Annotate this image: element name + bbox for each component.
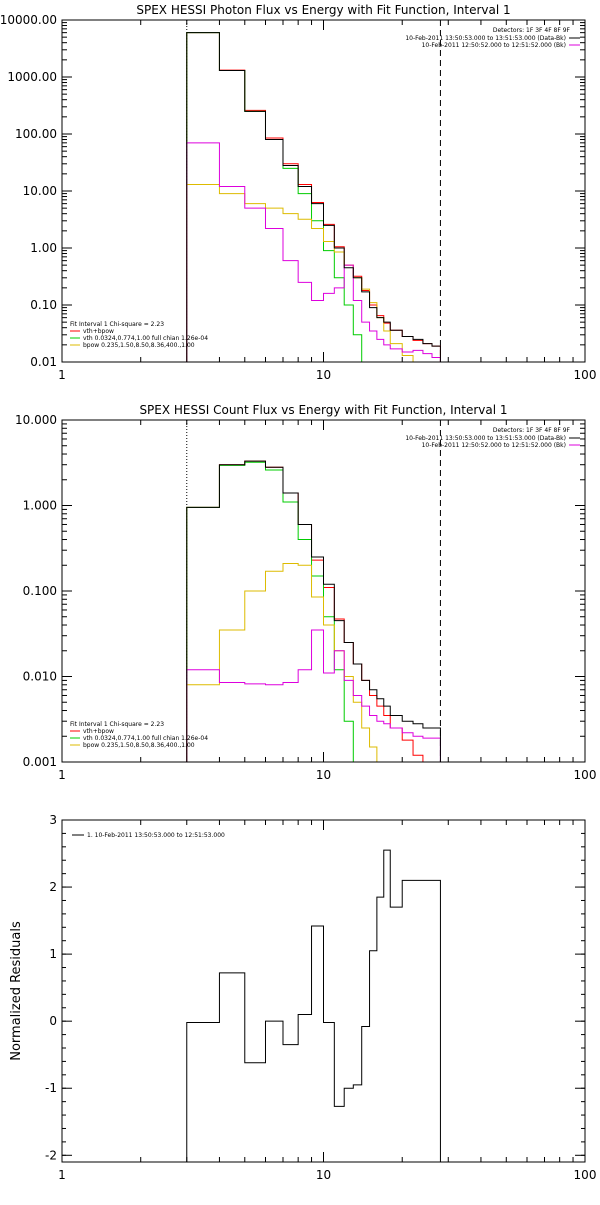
- chart-panel-1: SPEX HESSI Photon Flux vs Energy with Fi…: [0, 3, 597, 382]
- series-data: [186, 460, 441, 762]
- y-tick-label: 0.010: [23, 670, 57, 684]
- legend-left-entry: vth+bpow: [83, 728, 114, 735]
- y-tick-label: 2: [49, 880, 57, 894]
- legend-left-entry: bpow 0.235,1.50,8.50,8.36,400.,1.00: [83, 342, 195, 349]
- y-tick-label: -2: [45, 1148, 57, 1162]
- legend-left-entry: vth 0.0324,0.774,1.00 full chian 1.26e-0…: [83, 735, 208, 742]
- legend-left-header: Fit Interval 1 Chi-square = 2.23: [70, 321, 164, 328]
- y-tick-label: 3: [49, 813, 57, 827]
- x-tick-label: 10: [316, 768, 331, 782]
- series-bpow: [186, 184, 414, 362]
- plot-frame: [61, 419, 586, 763]
- y-axis-label: Normalized Residuals: [9, 921, 24, 1061]
- y-tick-label: 100.00: [15, 127, 57, 141]
- series-residuals: [186, 849, 441, 1162]
- y-tick-label: 1.000: [23, 499, 57, 513]
- y-tick-label: 0.001: [23, 755, 57, 769]
- legend-detectors: Detectors: 1F 3F 4F 8F 9F: [493, 27, 571, 34]
- y-tick-label: 10.00: [23, 184, 57, 198]
- x-tick-label: 1: [58, 1168, 66, 1182]
- x-tick-label: 10: [316, 368, 331, 382]
- y-tick-label: 1000.00: [7, 70, 57, 84]
- series-total: [186, 32, 441, 362]
- chart-title: SPEX HESSI Count Flux vs Energy with Fit…: [139, 403, 507, 417]
- legend-left-entry: bpow 0.235,1.50,8.50,8.36,400.,1.00: [83, 742, 195, 749]
- x-tick-label: 100: [574, 368, 597, 382]
- legend-left-entry: 1. 10-Feb-2011 13:50:53.000 to 12:51:53.…: [87, 832, 225, 839]
- x-tick-label: 100: [574, 1168, 597, 1182]
- y-tick-label: 0.01: [30, 355, 57, 369]
- legend-left-entry: vth 0.0324,0.774,1.00 full chian 1.26e-0…: [83, 335, 208, 342]
- legend-detectors: Detectors: 1F 3F 4F 8F 9F: [493, 427, 571, 434]
- plot-frame: [61, 819, 586, 1163]
- y-tick-label: 1.00: [30, 241, 57, 255]
- y-tick-label: 10.000: [15, 413, 57, 427]
- series-vth: [186, 461, 354, 762]
- chart-panel-2: SPEX HESSI Count Flux vs Energy with Fit…: [15, 403, 597, 782]
- series-data: [186, 32, 441, 362]
- y-tick-label: -1: [45, 1081, 57, 1095]
- x-tick-label: 1: [58, 368, 66, 382]
- y-tick-label: 0: [49, 1014, 57, 1028]
- series-vth: [186, 32, 363, 362]
- y-tick-label: 0.100: [23, 584, 57, 598]
- series-bk: [186, 142, 441, 362]
- x-tick-label: 10: [316, 1168, 331, 1182]
- series-bk: [186, 629, 441, 762]
- legend-left-header: Fit Interval 1 Chi-square = 2.23: [70, 721, 164, 728]
- legend-left-entry: vth+bpow: [83, 328, 114, 335]
- x-tick-label: 1: [58, 768, 66, 782]
- legend-right-entry: 10-Feb-2011 12:50:52.000 to 12:51:52.000…: [422, 42, 566, 49]
- y-tick-label: 10000.00: [0, 13, 57, 27]
- legend-right-entry: 10-Feb-2011 12:50:52.000 to 12:51:52.000…: [422, 442, 566, 449]
- legend-right-entry: 10-Feb-2011 13:50:53.000 to 13:51:53.000…: [405, 435, 566, 442]
- plot-frame: [61, 19, 586, 363]
- chart-panel-3: Normalized Residuals 1 10 100 -2 -1 0 1 2 3 1. 10-…: [9, 813, 596, 1182]
- y-tick-label: 0.10: [30, 298, 57, 312]
- y-tick-label: 1: [49, 947, 57, 961]
- x-tick-label: 100: [574, 768, 597, 782]
- chart-title: SPEX HESSI Photon Flux vs Energy with Fi…: [136, 3, 510, 17]
- legend-right-entry: 10-Feb-2011 13:50:53.000 to 13:51:53.000…: [405, 35, 566, 42]
